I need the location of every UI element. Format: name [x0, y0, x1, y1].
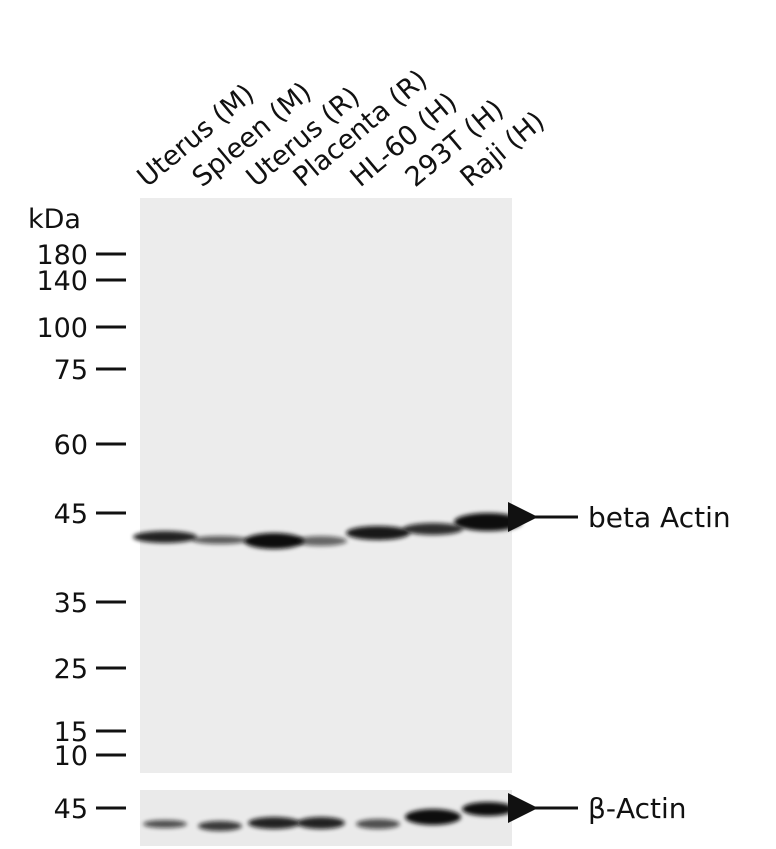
band — [405, 809, 461, 825]
band — [133, 531, 197, 543]
band-label: β-Actin — [588, 792, 687, 825]
band-label: beta Actin — [588, 501, 731, 534]
band — [198, 821, 242, 831]
band — [356, 819, 400, 829]
band — [143, 820, 187, 828]
band — [297, 817, 345, 829]
main-blot — [140, 198, 512, 773]
band — [462, 802, 514, 816]
band — [295, 536, 347, 546]
band — [346, 526, 410, 540]
marker-label: 180 — [36, 240, 88, 271]
band — [403, 523, 463, 535]
band — [192, 536, 248, 544]
marker-label: 100 — [36, 313, 88, 344]
unit-label: kDa — [28, 204, 81, 235]
marker-label: 45 — [54, 499, 88, 530]
marker-label: 35 — [54, 588, 88, 619]
marker-label: 75 — [54, 355, 88, 386]
marker-label: 25 — [54, 654, 88, 685]
band — [244, 533, 304, 549]
marker-label: 140 — [36, 266, 88, 297]
band — [454, 513, 522, 531]
marker-label: 10 — [54, 741, 88, 772]
marker-label: 60 — [54, 430, 88, 461]
band — [248, 817, 300, 829]
marker-label: 45 — [54, 794, 88, 825]
marker-label: 15 — [54, 717, 88, 748]
